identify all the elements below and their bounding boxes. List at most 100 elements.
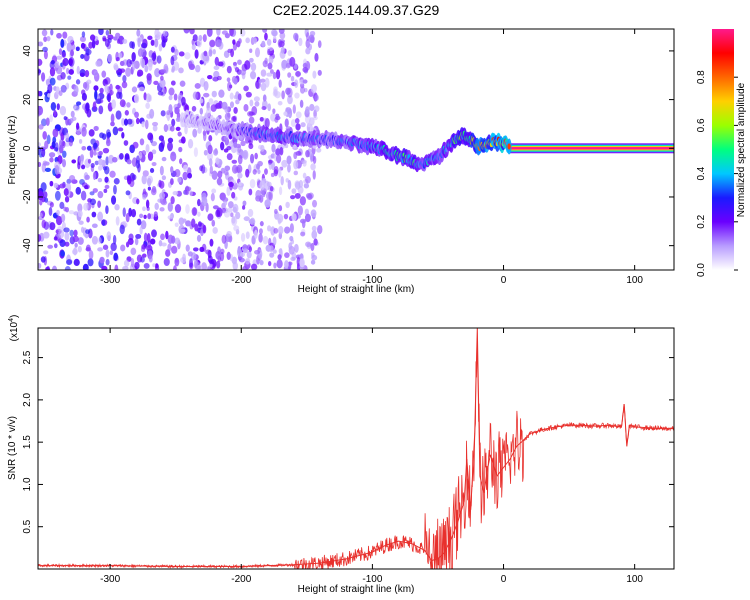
- spectrogram-noise-cell: [65, 67, 70, 75]
- spectrogram-noise-cell: [79, 36, 86, 43]
- x-tick-label: 0: [501, 275, 507, 286]
- spectrogram-noise-cell: [83, 202, 89, 211]
- spectrogram-noise-cell: [286, 155, 292, 165]
- spectrogram-noise-cell: [281, 90, 285, 100]
- spectrogram-noise-cell: [281, 159, 288, 168]
- spectrogram-noise-cell: [232, 203, 239, 213]
- spectrogram-noise-cell: [258, 79, 262, 84]
- spectrogram-noise-cell: [149, 238, 156, 245]
- y-tick-label: -40: [22, 238, 33, 253]
- spectrogram-noise-cell: [137, 69, 144, 77]
- spectrogram-noise-cell: [230, 212, 234, 218]
- spectrogram-noise-cell: [93, 142, 98, 149]
- spectrogram-noise-cell: [230, 48, 235, 58]
- spectrogram-x-ticks: -300 -200 -100 0 100: [100, 29, 643, 286]
- spectrogram-noise-cell: [188, 63, 196, 70]
- spectrogram-noise-cell: [153, 80, 159, 86]
- spectrogram-noise-cell: [129, 41, 134, 49]
- spectrogram-noise-cell: [242, 149, 249, 160]
- spectrogram-noise-cell: [77, 237, 84, 245]
- spectrogram-noise-cell: [105, 205, 109, 214]
- spectrogram-noise-cell: [192, 91, 199, 100]
- spectrogram-noise-cell: [49, 180, 54, 187]
- spectrogram-noise-cell: [138, 151, 143, 159]
- spectrogram-noise-cell: [46, 35, 51, 42]
- spectrogram-noise-cell: [157, 91, 164, 96]
- spectrogram-noise-cell: [195, 64, 201, 73]
- spectrogram-noise-cell: [175, 126, 181, 131]
- spectrogram-noise-cell: [171, 245, 178, 254]
- spectrogram-noise-cell: [107, 53, 113, 63]
- spectrogram-noise-cell: [244, 60, 251, 70]
- spectrogram-noise-cell: [295, 71, 301, 77]
- spectrogram-noise-cell: [130, 257, 135, 268]
- spectrogram-noise-cell: [201, 196, 208, 207]
- spectrogram-noise-cell: [278, 186, 283, 196]
- spectrogram-noise-cell: [216, 75, 222, 81]
- spectrogram-noise-cell: [287, 50, 293, 57]
- spectrogram-noise-cell: [195, 262, 201, 270]
- spectrogram-noise-cell: [293, 32, 299, 41]
- spectrogram-noise-cell: [275, 148, 281, 156]
- spectrogram-noise-cell: [277, 226, 284, 235]
- spectrogram-noise-cell: [84, 69, 90, 78]
- spectrogram-noise-cell: [302, 62, 308, 69]
- spectrogram-noise-cell: [144, 119, 149, 130]
- spectrogram-noise-cell: [59, 201, 65, 210]
- spectrogram-noise-cell: [250, 263, 258, 270]
- figure-title: C2E2.2025.144.09.37.G29: [273, 2, 440, 18]
- spectrogram-noise-cell: [117, 127, 124, 132]
- spectrogram-noise-cell: [187, 251, 193, 257]
- spectrogram-noise-cell: [233, 141, 238, 148]
- spectrogram-noise-cell: [260, 144, 265, 152]
- spectrogram-noise-cell: [224, 169, 229, 176]
- spectrogram-noise-cell: [201, 262, 208, 270]
- spectrogram-noise-cell: [264, 168, 268, 175]
- spectrogram-noise-cell: [158, 43, 163, 52]
- spectrogram-noise-cell: [123, 118, 129, 126]
- spectrogram-noise-cell: [245, 168, 250, 178]
- spectrogram-noise-cell: [86, 216, 90, 223]
- spectrogram-noise-cell: [61, 159, 67, 168]
- spectrogram-noise-cell: [181, 96, 186, 106]
- spectrogram-noise-cell: [49, 201, 54, 208]
- spectrogram-noise-cell: [85, 48, 92, 56]
- spectrogram-noise-cell: [99, 87, 104, 94]
- spectrogram-noise-cell: [254, 152, 258, 160]
- spectrogram-noise-cell: [94, 90, 98, 100]
- spectrogram-noise-cell: [313, 238, 318, 246]
- spectrogram-noise-cell: [268, 56, 274, 64]
- spectrogram-noise-cell: [259, 228, 263, 235]
- spectrogram-noise-cell: [95, 98, 102, 105]
- spectrogram-noise-cell: [146, 244, 153, 252]
- spectrogram-noise-cell: [194, 49, 199, 59]
- spectrogram-noise-cell: [124, 110, 129, 116]
- spectrogram-noise-cell: [139, 225, 143, 235]
- spectrogram-noise-cell: [50, 29, 54, 36]
- spectrogram-noise-cell: [290, 75, 295, 82]
- spectrogram-noise-cell: [197, 198, 201, 207]
- x-tick-label: -200: [231, 275, 251, 286]
- spectrogram-noise-cell: [274, 208, 278, 215]
- spectrogram-noise-cell: [53, 109, 57, 117]
- spectrogram-noise-cell: [39, 199, 43, 206]
- spectrogram-noise-cell: [43, 50, 48, 60]
- spectrogram-noise-cell: [102, 147, 110, 154]
- spectrogram-noise-cell: [81, 31, 86, 38]
- spectrogram-noise-cell: [63, 227, 70, 233]
- spectrogram-noise-cell: [119, 99, 126, 108]
- spectrogram-noise-cell: [75, 79, 81, 85]
- spectrogram-noise-cell: [48, 206, 53, 217]
- spectrogram-noise-cell: [237, 93, 242, 101]
- spectrogram-noise-cell: [160, 110, 166, 117]
- spectrogram-noise-cell: [93, 149, 97, 156]
- spectrogram-noise-cell: [38, 142, 42, 147]
- spectrogram-noise-cell: [92, 101, 97, 111]
- spectrogram-noise-cell: [268, 190, 273, 201]
- spectrogram-noise-cell: [290, 195, 296, 200]
- spectrogram-noise-cell: [38, 69, 42, 74]
- y-tick-label: 2.0: [22, 392, 33, 406]
- spectrogram-noise-cell: [145, 102, 150, 110]
- spectrogram-noise-cell: [165, 230, 169, 240]
- spectrogram-noise-cell: [91, 235, 98, 245]
